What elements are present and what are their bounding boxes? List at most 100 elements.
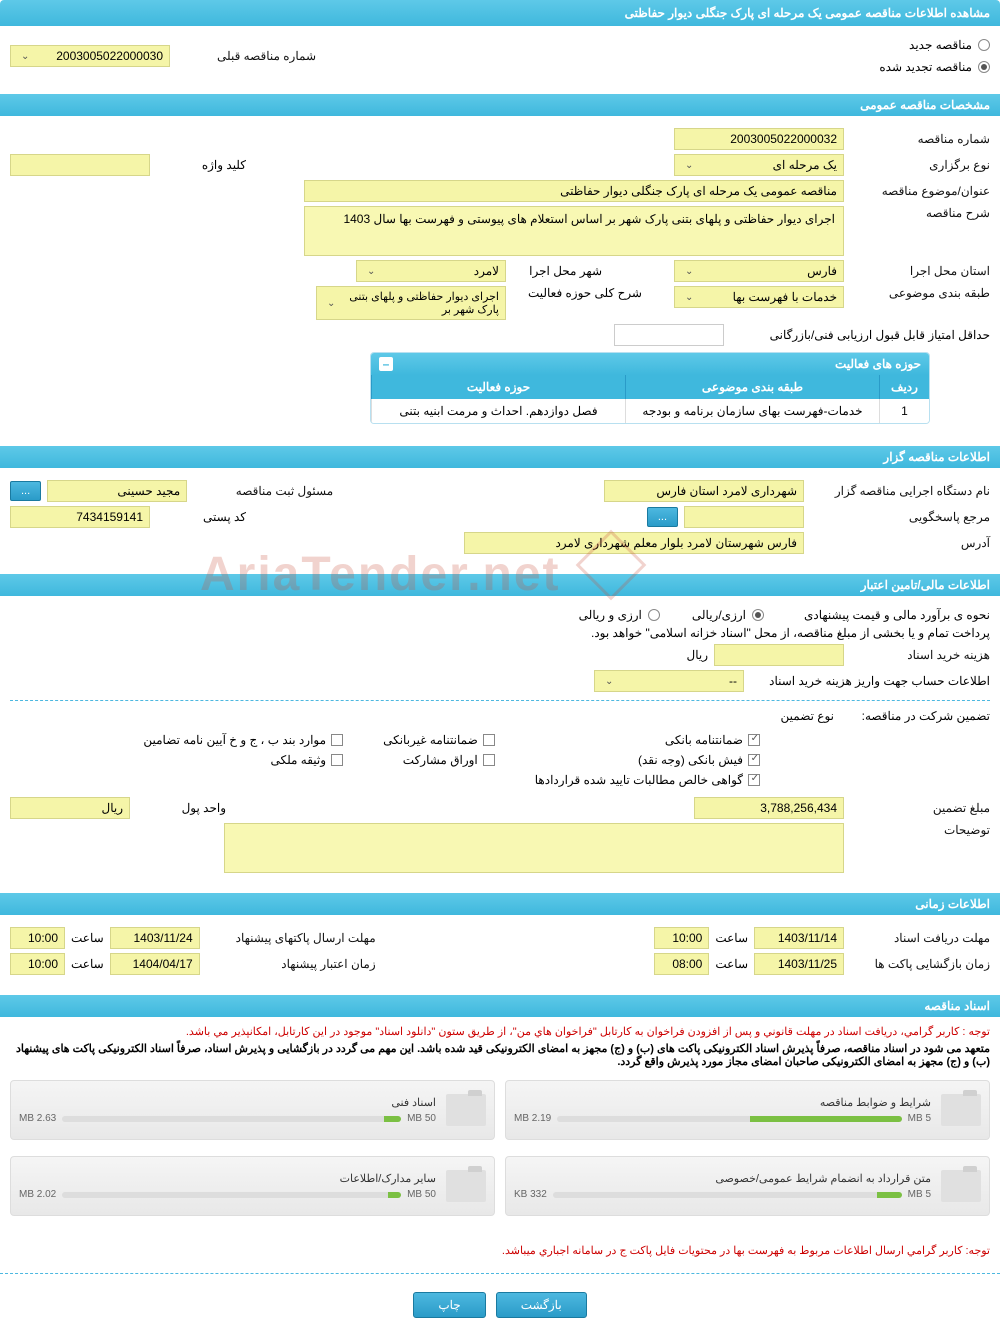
keyword-label: کلید واژه — [156, 158, 246, 172]
submit-date: 1403/11/24 — [110, 927, 200, 949]
chevron-down-icon: ⌄ — [681, 266, 693, 277]
submit-label: مهلت ارسال پاکتهای پیشنهاد — [206, 931, 376, 945]
file-card[interactable]: متن قرارداد به انضمام شرایط عمومی/خصوصی … — [505, 1156, 990, 1216]
doc-note2: متعهد می شود در اسناد مناقصه، صرفاً پذیر… — [10, 1042, 990, 1068]
section-timing: اطلاعات زمانی — [0, 893, 1000, 915]
validity-label: زمان اعتبار پیشنهاد — [206, 957, 376, 971]
guarantee-type-label: نوع تضمین — [781, 709, 834, 723]
guarantee-amount-field: 3,788,256,434 — [694, 797, 844, 819]
page-title: مشاهده اطلاعات مناقصه عمومی یک مرحله ای … — [625, 6, 990, 20]
more-button[interactable]: ... — [10, 481, 41, 501]
remarks-label: توضیحات — [850, 823, 990, 837]
desc-label: شرح مناقصه — [850, 206, 990, 220]
radio-renewed[interactable] — [978, 61, 990, 73]
doc-note1: توجه : كاربر گرامي، دريافت اسناد در مهلت… — [10, 1025, 990, 1038]
payment-note: پرداخت تمام و یا بخشی از مبلغ مناقصه، از… — [591, 626, 990, 640]
receive-label: مهلت دریافت اسناد — [850, 931, 990, 945]
table-row: 1 خدمات-فهرست بهای سازمان برنامه و بودجه… — [371, 399, 929, 423]
divider — [10, 700, 990, 701]
cb-bonds[interactable] — [483, 754, 495, 766]
remarks-field[interactable] — [224, 823, 844, 873]
subject-label: عنوان/موضوع مناقصه — [850, 184, 990, 198]
doc-cost-label: هزینه خرید اسناد — [850, 648, 990, 662]
folder-icon — [941, 1170, 981, 1202]
activity-scope-select[interactable]: اجرای دیوار حفاظتی و پلهای بتنی پارک شهر… — [316, 286, 506, 320]
cb-clauses[interactable] — [331, 734, 343, 746]
reg-officer-field: مجید حسینی — [47, 480, 187, 502]
category-select[interactable]: خدمات با فهرست بها ⌄ — [674, 286, 844, 308]
print-button[interactable]: چاپ — [413, 1292, 485, 1318]
subject-field: مناقصه عمومی یک مرحله ای پارک جنگلی دیوا… — [304, 180, 844, 202]
receive-date: 1403/11/14 — [754, 927, 844, 949]
folder-icon — [446, 1094, 486, 1126]
postal-field: 7434159141 — [10, 506, 150, 528]
section-financial: اطلاعات مالی/تامین اعتبار — [0, 574, 1000, 596]
radio-fx-riyal[interactable] — [752, 609, 764, 621]
cb-bank[interactable] — [748, 734, 760, 746]
address-label: آدرس — [810, 536, 990, 550]
page-title-bar: مشاهده اطلاعات مناقصه عمومی یک مرحله ای … — [0, 0, 1000, 26]
accountability-field — [684, 506, 804, 528]
min-score-label: حداقل امتیاز قابل قبول ارزیابی فنی/بازرگ… — [730, 328, 990, 342]
activity-scope-label: شرح کلی حوزه فعالیت — [512, 286, 642, 300]
opening-time: 08:00 — [654, 953, 709, 975]
desc-field: اجرای دیوار حفاظتی و پلهای بتنی پارک شهر… — [304, 206, 844, 256]
doc-footer-note: توجه: كاربر گرامي ارسال اطلاعات مربوط به… — [10, 1244, 990, 1257]
chevron-down-icon: ⌄ — [681, 160, 693, 171]
submit-time: 10:00 — [10, 927, 65, 949]
chevron-down-icon: ⌄ — [363, 266, 375, 277]
estimate-label: نحوه ی برآورد مالی و قیمت پیشنهادی — [770, 608, 990, 622]
radio-fx-only[interactable] — [648, 609, 660, 621]
tender-type-new-row[interactable]: مناقصه جدید — [879, 34, 990, 56]
cb-cash[interactable] — [748, 754, 760, 766]
province-select[interactable]: فارس ⌄ — [674, 260, 844, 282]
chevron-down-icon: ⌄ — [17, 51, 29, 62]
cb-nonbank[interactable] — [483, 734, 495, 746]
chevron-down-icon: ⌄ — [681, 292, 693, 303]
activities-header: حوزه های فعالیت – — [371, 353, 929, 375]
section-organizer: اطلاعات مناقصه گزار — [0, 446, 1000, 468]
postal-label: کد پستی — [156, 510, 246, 524]
file-card[interactable]: سایر مدارک/اطلاعات 50 MB 2.02 MB — [10, 1156, 495, 1216]
validity-date: 1404/04/17 — [110, 953, 200, 975]
collapse-icon[interactable]: – — [379, 357, 393, 371]
tender-renewed-label: مناقصه تجدید شده — [879, 60, 972, 74]
min-score-field[interactable] — [614, 324, 724, 346]
section-documents: اسناد مناقصه — [0, 995, 1000, 1017]
type-label: نوع برگزاری — [850, 158, 990, 172]
accountability-label: مرجع پاسخگویی — [810, 510, 990, 524]
validity-time: 10:00 — [10, 953, 65, 975]
guarantee-intro: تضمین شرکت در مناقصه: — [840, 709, 990, 723]
keyword-field[interactable] — [10, 154, 150, 176]
exec-field: شهرداری لامرد استان فارس — [604, 480, 804, 502]
tender-no-label: شماره مناقصه — [850, 132, 990, 146]
city-label: شهر محل اجرا — [512, 264, 602, 278]
receive-time: 10:00 — [654, 927, 709, 949]
opening-date: 1403/11/25 — [754, 953, 844, 975]
prev-tender-label: شماره مناقصه قبلی — [176, 49, 316, 63]
tender-new-label: مناقصه جدید — [909, 38, 972, 52]
file-card[interactable]: اسناد فنی 50 MB 2.63 MB — [10, 1080, 495, 1140]
category-label: طبقه بندی موضوعی — [850, 286, 990, 300]
back-button[interactable]: بازگشت — [496, 1292, 587, 1318]
more-button-2[interactable]: ... — [647, 507, 678, 527]
section-general: مشخصات مناقصه عمومی — [0, 94, 1000, 116]
radio-new[interactable] — [978, 39, 990, 51]
cb-property[interactable] — [331, 754, 343, 766]
tender-type-renewed-row[interactable]: مناقصه تجدید شده — [879, 56, 990, 78]
folder-icon — [941, 1094, 981, 1126]
type-select[interactable]: یک مرحله ای ⌄ — [674, 154, 844, 176]
address-field: فارس شهرستان لامرد بلوار معلم شهرداری لا… — [464, 532, 804, 554]
prev-tender-select[interactable]: 2003005022000030 ⌄ — [10, 45, 170, 67]
currency-label: واحد پول — [136, 801, 226, 815]
account-info-select[interactable]: -- ⌄ — [594, 670, 744, 692]
account-info-label: اطلاعات حساب جهت واریز هزینه خرید اسناد — [750, 674, 990, 688]
reg-officer-label: مسئول ثبت مناقصه — [193, 484, 333, 498]
city-select[interactable]: لامرد ⌄ — [356, 260, 506, 282]
file-card[interactable]: شرایط و ضوابط مناقصه 5 MB 2.19 MB — [505, 1080, 990, 1140]
guarantee-amount-label: مبلغ تضمین — [850, 801, 990, 815]
chevron-down-icon: ⌄ — [601, 676, 613, 687]
province-label: استان محل اجرا — [850, 264, 990, 278]
exec-label: نام دستگاه اجرایی مناقصه گزار — [810, 484, 990, 498]
cb-cert[interactable] — [748, 774, 760, 786]
